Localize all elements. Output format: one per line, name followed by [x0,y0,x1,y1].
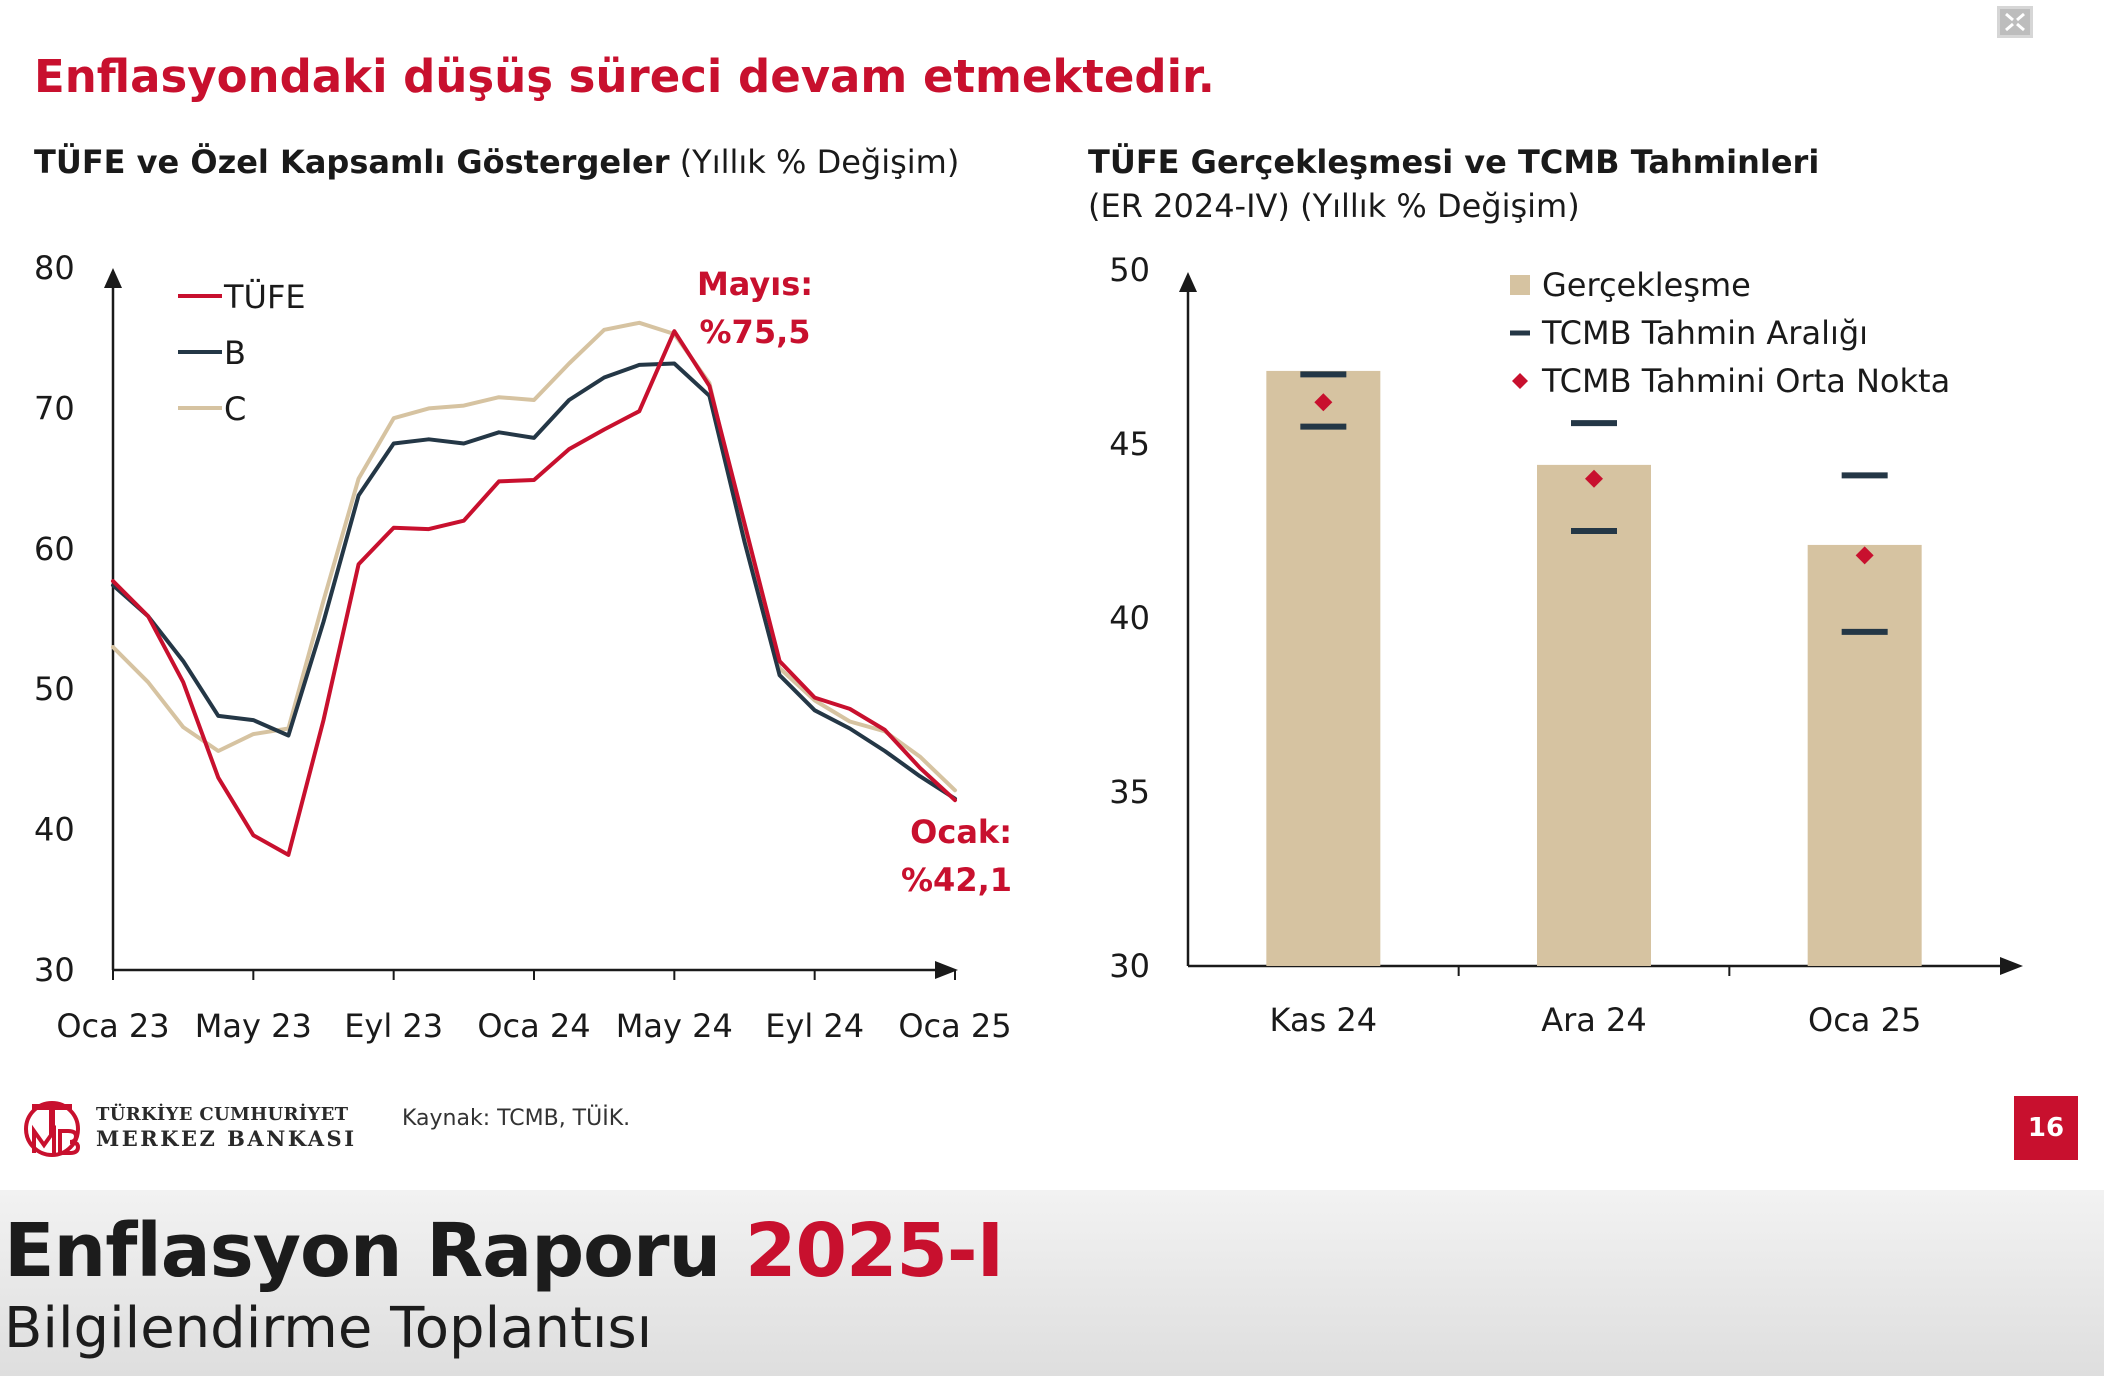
midpoint-marker [1585,469,1603,488]
slide-headline: Enflasyondaki düşüş süreci devam etmekte… [34,50,1215,103]
bar-realization [1807,544,1922,966]
legend-swatch [1510,275,1530,295]
page-number: 16 [2014,1096,2078,1160]
series-line-c [111,320,957,793]
legend-label: Gerçekleşme [1542,266,1751,304]
x-tick-label: Eyl 23 [344,1007,443,1045]
series-line-b [111,361,957,801]
banner-title-highlight: 2025-I [744,1208,1004,1294]
y-tick-label: 70 [34,389,75,427]
line-chart: 80 70 60 50 40 30 Oca 23 May 23 Eyl 23 Oca 24 May … [34,249,1012,1045]
annotation-latest-value: %42,1 [901,861,1012,899]
expand-icon[interactable] [1997,6,2033,38]
logo-line2: MERKEZ BANKASI [96,1126,357,1151]
y-tick-label: 40 [1109,599,1150,637]
y-axis-arrow-icon [1179,272,1197,292]
legend-label: TÜFE [223,278,306,316]
y-tick-label: 50 [1109,251,1150,289]
tcmb-emblem-icon [24,1101,81,1157]
legend-label: B [224,334,246,372]
y-tick-label: 60 [34,530,75,568]
x-tick-label: Oca 25 [898,1007,1011,1045]
slide: Enflasyondaki düşüş süreci devam etmekte… [22,6,2078,1165]
y-tick-label: 50 [34,670,75,708]
banner-title-text: Enflasyon Raporu [4,1208,745,1294]
x-tick-label: May 23 [195,1007,312,1045]
annotation-latest-label: Ocak: [910,813,1012,851]
x-tick-label: May 24 [616,1007,733,1045]
x-tick-label: Oca 23 [56,1007,169,1045]
x-axis-arrow-icon [935,961,958,979]
legend-label: TCMB Tahmini Orta Nokta [1541,362,1950,400]
bar-realization [1537,464,1651,966]
banner-subtitle: Bilgilendirme Toplantısı [4,1296,653,1361]
left-chart-title-unit: (Yıllık % Değişim) [679,143,960,181]
bar-chart: 50 45 40 35 30 Kas 24 Ara 24 Oca 25 Gerçekleşme T… [1109,251,2023,1039]
x-tick-label: Eyl 24 [765,1007,864,1045]
annotation-peak-label: Mayıs: [697,265,813,303]
bar-realization [1266,370,1381,966]
tcmb-logo: TÜRKİYE CUMHURİYET MERKEZ BANKASI [22,1095,354,1165]
right-chart-title: TÜFE Gerçekleşmesi ve TCMB Tahminleri [1088,143,1820,181]
y-tick-label: 30 [1109,947,1150,985]
x-tick-label: Oca 24 [477,1007,590,1045]
x-tick-label: Kas 24 [1270,1001,1378,1039]
midpoint-marker [1314,393,1333,412]
y-axis-arrow-icon [104,268,122,288]
y-tick-label: 30 [34,951,75,989]
y-tick-label: 80 [34,249,75,287]
series-line-tüfe [111,329,957,857]
x-tick-label: Ara 24 [1541,1001,1647,1039]
logo-line1: TÜRKİYE CUMHURİYET [96,1104,349,1125]
right-chart-subtitle: (ER 2024-IV) (Yıllık % Değişim) [1088,187,1580,225]
y-tick-label: 45 [1109,425,1150,463]
y-tick-label: 35 [1109,773,1150,811]
legend-label: TCMB Tahmin Aralığı [1541,314,1868,352]
source-note: Kaynak: TCMB, TÜİK. [402,1106,631,1131]
legend-swatch [1512,373,1528,389]
banner-title: Enflasyon Raporu 2025-I [4,1208,1004,1294]
annotation-peak-value: %75,5 [699,313,810,351]
x-tick-label: Oca 25 [1808,1001,1921,1039]
left-chart-title-bold: TÜFE ve Özel Kapsamlı Göstergeler [34,143,670,181]
x-axis-arrow-icon [2000,957,2023,975]
bottom-banner [0,1190,2104,1376]
midpoint-marker [1855,546,1874,565]
y-tick-label: 40 [34,811,75,849]
tcmb-logo-text: TÜRKİYE CUMHURİYET MERKEZ BANKASI [96,1103,357,1151]
left-chart-title: TÜFE ve Özel Kapsamlı Göstergeler (Yıllı… [34,143,959,181]
legend-label: C [224,390,246,428]
